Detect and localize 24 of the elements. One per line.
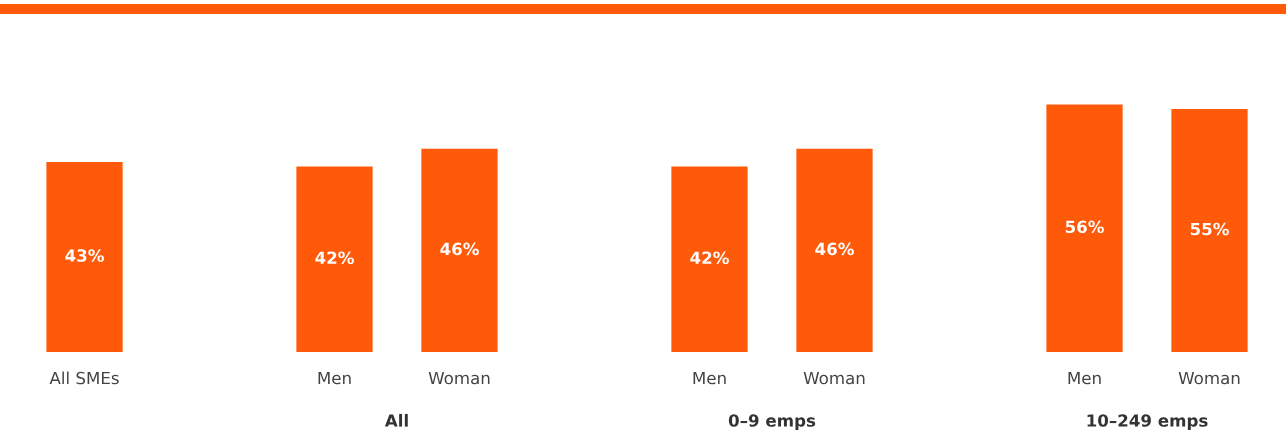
data-label: 46%: [815, 242, 854, 256]
bar: [46, 161, 123, 352]
data-label: 42%: [690, 251, 729, 265]
data-label: 43%: [65, 249, 104, 262]
text: 0–9 emps: [728, 414, 816, 431]
bar: [671, 166, 748, 352]
x-tick-label: Men: [318, 371, 351, 385]
data-label: 56%: [1065, 220, 1104, 234]
data-label: 42%: [315, 251, 354, 265]
data-label: 55%: [1190, 222, 1229, 236]
x-tick-label: All SMEs: [49, 371, 119, 385]
data-label: 46%: [440, 242, 479, 256]
text: 10–249 emps: [1087, 414, 1208, 431]
x-tick-label: Men: [693, 371, 726, 385]
bar: [1171, 108, 1248, 352]
x-tick-label: Woman: [1178, 371, 1240, 385]
x-tick-label: Men: [1068, 371, 1101, 385]
x-tick-label: Woman: [803, 371, 865, 385]
bar: [296, 166, 373, 352]
x-tick-label: Woman: [428, 371, 490, 385]
text: All: [384, 413, 408, 427]
bar: [796, 148, 873, 352]
bar: [421, 148, 498, 352]
bar: [1046, 104, 1123, 352]
